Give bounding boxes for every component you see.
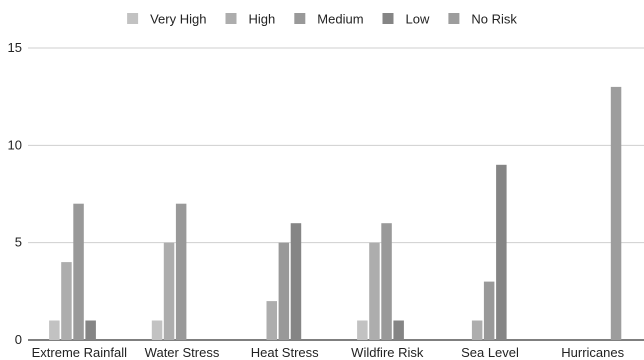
legend-swatch [382, 13, 394, 24]
bar [290, 223, 302, 340]
bar [266, 301, 277, 340]
legend-swatch [127, 13, 139, 24]
bar [151, 320, 163, 340]
legend-swatch [448, 13, 460, 24]
bar [49, 320, 60, 340]
legend: Very High High Medium Low No Risk [127, 12, 517, 27]
x-tick-label: Extreme Rainfall [32, 345, 127, 360]
legend-swatch [225, 13, 237, 24]
legend-label: No Risk [471, 12, 517, 27]
gridlines [28, 47, 644, 341]
x-tick-label: Sea Level [461, 345, 519, 360]
y-tick-label: 5 [15, 235, 22, 250]
x-tick-label: Hurricanes [561, 345, 624, 360]
y-tick-label: 10 [8, 137, 22, 152]
x-tick-label: Wildfire Risk [351, 345, 424, 360]
legend-label: Low [406, 12, 430, 27]
y-tick-label: 15 [8, 40, 22, 55]
legend-label: High [249, 12, 276, 27]
bar [610, 86, 622, 341]
x-tick-label: Heat Stress [251, 345, 319, 360]
x-axis: Extreme Rainfall Water Stress Heat Stress W… [32, 345, 625, 360]
bar [278, 242, 290, 340]
bar [61, 262, 72, 340]
x-tick-label: Water Stress [145, 345, 220, 360]
bar [73, 203, 84, 340]
bar [163, 242, 175, 340]
bar [85, 320, 96, 340]
bar [175, 203, 187, 340]
legend-swatch [294, 13, 306, 24]
y-axis: 0 5 10 15 [8, 40, 22, 347]
legend-label: Medium [317, 12, 363, 27]
legend-label: Very High [150, 12, 206, 27]
y-tick-label: 0 [15, 332, 22, 347]
bar [381, 223, 392, 340]
bar [357, 320, 368, 340]
bar [496, 164, 507, 340]
bar [393, 320, 404, 340]
bars [49, 86, 622, 341]
bar [483, 281, 495, 340]
bar [369, 242, 380, 340]
bar [471, 320, 483, 340]
